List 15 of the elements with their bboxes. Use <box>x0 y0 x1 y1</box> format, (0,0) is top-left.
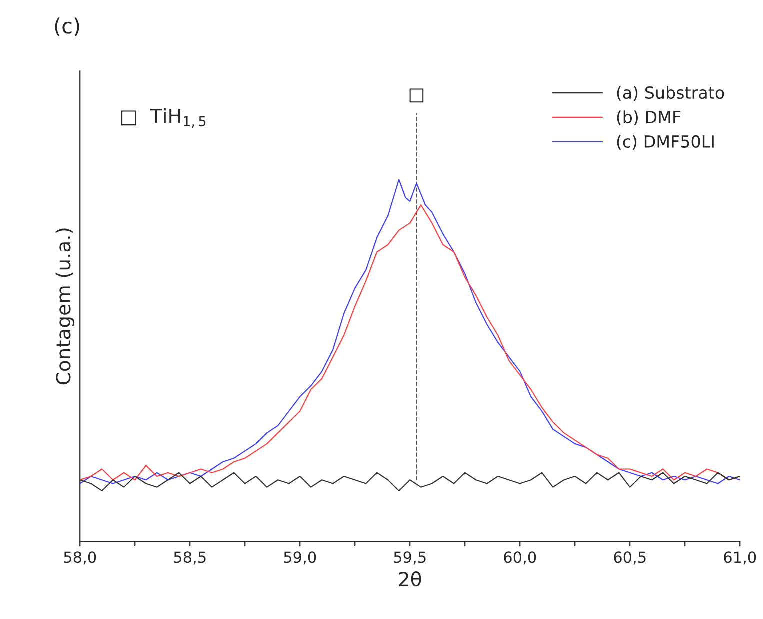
x-tick-label: 58,5 <box>174 552 206 565</box>
x-axis-title: 2θ <box>399 572 422 587</box>
x-tick-label: 58,0 <box>64 552 96 565</box>
chart-title: (c) <box>55 18 80 36</box>
ref-line-label: □ <box>410 88 424 103</box>
legend-label: (c) DMF50LI <box>617 135 714 150</box>
legend-label: (a) Substrato <box>617 86 724 102</box>
x-tick-label: 59,0 <box>284 552 316 565</box>
text: □ TiH$_{1,5}$ <box>121 108 206 128</box>
x-tick-label: 60,0 <box>504 552 536 565</box>
x-tick-label: 59,5 <box>394 552 426 565</box>
x-tick-label: 61,0 <box>724 552 756 565</box>
legend-label: (b) DMF <box>617 110 681 126</box>
y-axis-title: Contagem (u.a.) <box>56 228 75 385</box>
x-tick-label: 60,5 <box>614 552 646 565</box>
